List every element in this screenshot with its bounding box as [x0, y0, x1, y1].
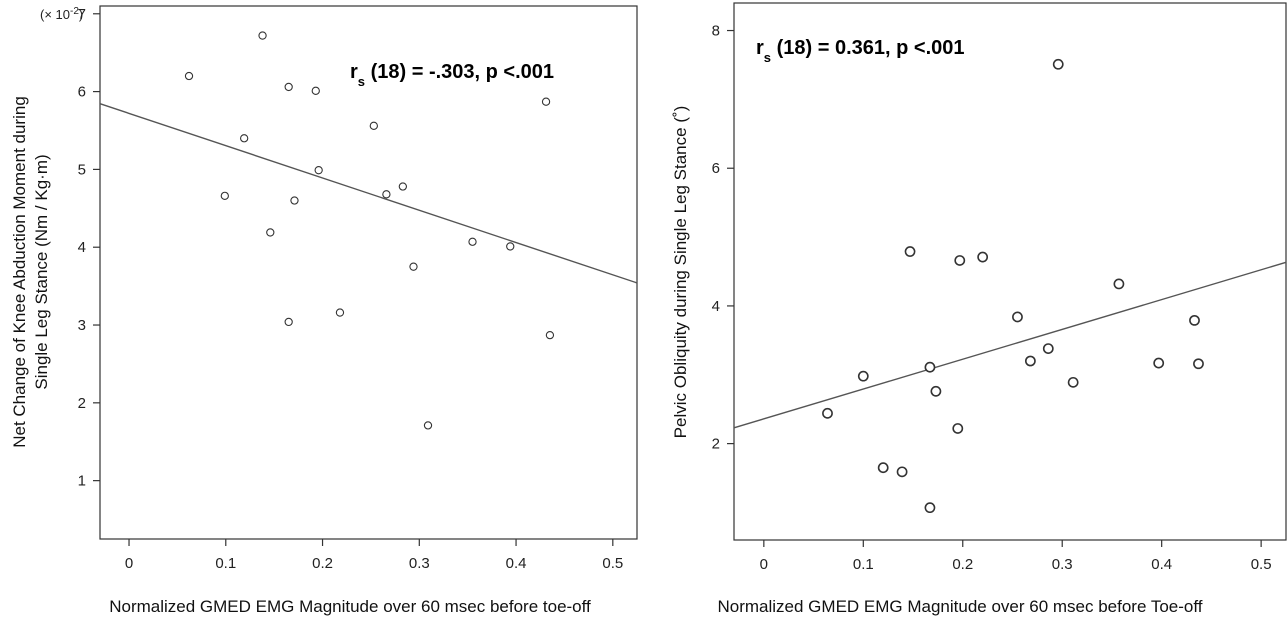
data-point	[409, 262, 418, 271]
x-tick-label: 0	[125, 555, 133, 572]
data-point	[240, 134, 249, 143]
data-point	[1189, 314, 1200, 326]
x-axis-label: Normalized GMED EMG Magnitude over 60 ms…	[717, 597, 1202, 616]
plot-frame	[99, 5, 638, 540]
y-tick-label: 8	[712, 23, 720, 40]
data-point	[335, 308, 345, 317]
data-points	[184, 31, 555, 430]
x-tick-label: 0.5	[602, 555, 623, 572]
data-point	[382, 190, 391, 199]
x-axis: 0 0.1 0.2 0.3 0.4 0.5	[125, 539, 623, 572]
data-point	[258, 31, 267, 40]
data-point	[1193, 358, 1204, 370]
data-point	[1042, 343, 1054, 355]
trend-line	[733, 261, 1287, 429]
y-axis-label-line-1: Net Change of Knee Abduction Moment duri…	[10, 96, 29, 448]
data-point	[857, 370, 869, 382]
y-axis-label-line-2: Single Leg Stance (Nm / Kg·m)	[32, 154, 51, 389]
data-point	[977, 251, 989, 263]
data-point	[468, 237, 477, 246]
y-tick-label: 7	[78, 6, 86, 23]
data-point	[220, 191, 229, 201]
data-point	[924, 502, 936, 514]
x-tick-label: 0.3	[1052, 556, 1073, 573]
data-point	[1012, 311, 1023, 323]
y-tick-label: 6	[712, 160, 720, 177]
left-scatter-plot: 0 0.1 0.2 0.3 0.4 0.5 1 2 3 4 5 6 7 (× 10-2) rs (18…	[10, 5, 638, 616]
y-scale-multiplier: (× 10-2)	[40, 6, 83, 23]
x-tick-label: 0.5	[1251, 556, 1272, 573]
data-point	[314, 166, 323, 175]
data-point	[904, 246, 916, 257]
y-axis: 1 2 3 4 5 6 7	[78, 6, 100, 490]
data-point	[930, 385, 942, 397]
data-point	[545, 330, 555, 340]
data-point	[1153, 357, 1165, 369]
y-axis-label: Pelvic Obliquity during Single Leg Stanc…	[671, 106, 690, 439]
data-point	[423, 421, 433, 430]
x-tick-label: 0.2	[952, 556, 973, 573]
data-point	[822, 407, 833, 419]
trend-line-group	[99, 103, 638, 284]
y-tick-label: 5	[78, 161, 86, 178]
x-tick-label: 0.1	[853, 556, 874, 573]
data-point	[877, 462, 889, 474]
right-scatter-plot: 0 0.1 0.2 0.3 0.4 0.5 2 4 6 8 rs (18) = 0.361, p…	[671, 2, 1287, 616]
data-point	[1113, 278, 1125, 290]
correlation-annotation: rs (18) = 0.361, p <.001	[756, 37, 965, 65]
plot-frame	[733, 2, 1287, 541]
data-point	[541, 97, 551, 106]
data-point	[1067, 376, 1079, 388]
x-axis-label: Normalized GMED EMG Magnitude over 60 ms…	[109, 597, 591, 616]
x-tick-label: 0.4	[506, 555, 527, 572]
trend-line	[99, 103, 638, 284]
data-point	[290, 196, 299, 205]
y-tick-label: 2	[712, 436, 720, 453]
data-point	[954, 255, 966, 266]
data-point	[952, 423, 964, 434]
data-point	[284, 82, 293, 92]
y-tick-label: 4	[78, 239, 86, 256]
data-point	[398, 182, 407, 191]
data-point	[896, 466, 908, 478]
data-point	[369, 121, 378, 130]
y-axis: 2 4 6 8	[712, 23, 734, 453]
data-point	[184, 71, 194, 81]
data-points	[822, 58, 1204, 514]
data-point	[1024, 355, 1036, 367]
x-tick-label: 0.3	[409, 555, 430, 572]
x-tick-label: 0.2	[312, 555, 333, 572]
y-tick-label: 6	[78, 84, 86, 101]
y-tick-label: 2	[78, 395, 86, 412]
y-tick-label: 3	[78, 317, 86, 334]
y-tick-label: 4	[712, 298, 720, 315]
data-point	[311, 86, 320, 95]
data-point	[506, 242, 515, 251]
x-axis: 0 0.1 0.2 0.3 0.4 0.5	[760, 540, 1272, 573]
y-tick-label: 1	[78, 473, 86, 490]
trend-line-group	[733, 261, 1287, 429]
data-point	[284, 317, 293, 327]
data-point	[924, 361, 936, 373]
data-point	[1052, 58, 1064, 70]
x-tick-label: 0.1	[215, 555, 236, 572]
data-point	[266, 228, 275, 237]
correlation-annotation: rs (18) = -.303, p <.001	[350, 61, 554, 89]
x-tick-label: 0.4	[1151, 556, 1172, 573]
x-tick-label: 0	[760, 556, 768, 573]
